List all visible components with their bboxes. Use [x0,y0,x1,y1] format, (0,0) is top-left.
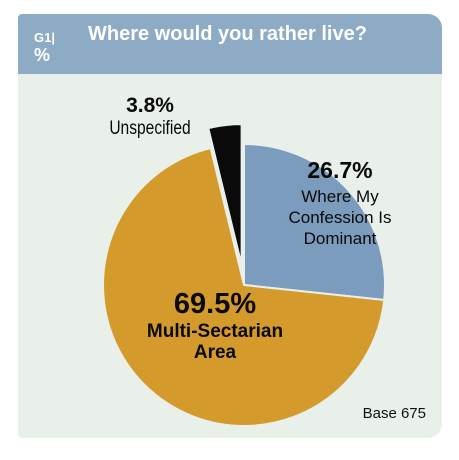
chart-title: Where would you rather live? [88,23,367,45]
question-number: G1| [34,30,55,45]
chart-header: G1| % Where would you rather live? [18,14,442,74]
base-size-label: Base 675 [362,405,426,422]
unit-label: % [34,45,51,65]
slice-value-label: 26.7% [307,157,372,183]
pie-slice-where-my-confession-is-dominant [243,142,386,302]
slice-value-label: 3.8% [126,94,174,117]
slice-category-label: Unspecified [109,117,190,139]
question-id: G1| % [34,30,55,64]
pie-slice-unspecified [207,123,243,266]
slice-category-label: Where My Confession Is Dominant [289,187,392,248]
slice-category-label: Multi-Sectarian Area [147,321,283,363]
pie-slice-multi-sectarian-area [102,146,386,427]
slice-value-label: 69.5% [174,288,256,320]
